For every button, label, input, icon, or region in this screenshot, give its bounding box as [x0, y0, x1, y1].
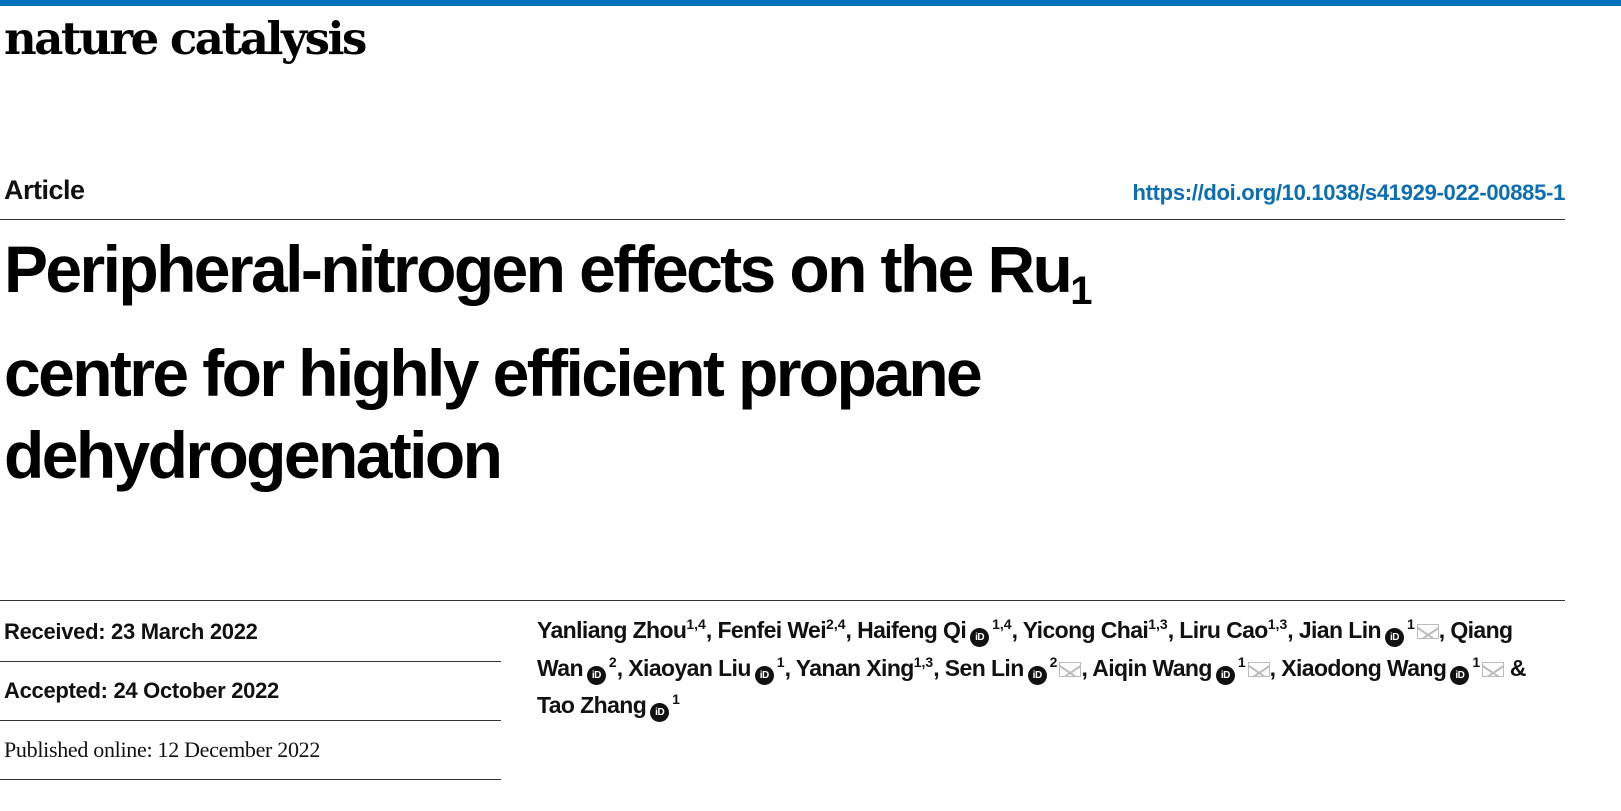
affiliation-marker[interactable]: 2,4 — [826, 616, 846, 632]
author: Fenfei Wei2,4, — [717, 617, 857, 643]
affiliation-marker[interactable]: 1,3 — [1267, 616, 1288, 632]
author: Xiaoyan Liu iD1, — [628, 653, 796, 685]
affiliation-marker[interactable]: 1 — [776, 653, 785, 670]
orcid-icon[interactable]: iD — [1384, 628, 1404, 647]
mail-icon[interactable] — [1482, 661, 1505, 677]
affiliation-marker[interactable]: 1 — [1406, 616, 1415, 632]
orcid-icon[interactable]: iD — [754, 665, 774, 685]
orcid-icon[interactable]: iD — [586, 665, 606, 685]
orcid-icon[interactable]: iD — [1027, 665, 1047, 685]
affiliation-marker[interactable]: 2 — [608, 653, 617, 670]
author: Sen Lin iD2, — [944, 653, 1093, 685]
affiliation-marker[interactable]: 1 — [672, 691, 680, 707]
author-name[interactable]: Aiqin Wang — [1092, 654, 1212, 681]
author-name[interactable]: Liru Cao — [1179, 617, 1268, 643]
author: Aiqin Wang iD1, — [1092, 653, 1282, 685]
author-name[interactable]: Qiang Wan — [537, 617, 1513, 681]
author-name[interactable]: Sen Lin — [944, 654, 1024, 681]
author: Yanliang Zhou1,4, — [537, 617, 717, 643]
author-name[interactable]: Yicong Chai — [1022, 617, 1149, 643]
author-separator: , — [1081, 654, 1093, 681]
author: Liru Cao1,3, — [1179, 617, 1299, 643]
author: Yanan Xing1,3, — [796, 655, 945, 681]
author-name[interactable]: Yanliang Zhou — [537, 617, 687, 643]
affiliation-marker[interactable]: 1,4 — [992, 616, 1012, 632]
affiliation-marker[interactable]: 1,3 — [1148, 616, 1168, 632]
mail-icon[interactable] — [1059, 661, 1082, 677]
affiliation-marker[interactable]: 1,4 — [686, 616, 706, 632]
author: Yicong Chai1,3, — [1023, 617, 1180, 643]
author-list: Yanliang Zhou1,4, Fenfei Wei2,4, Haifeng… — [537, 612, 1537, 725]
title-line-2: centre for highly efficient propane — [4, 336, 983, 410]
author-separator: , — [616, 654, 629, 681]
affiliation-marker[interactable]: 1,3 — [913, 653, 934, 670]
published-date: Published online: 12 December 2022 — [0, 721, 501, 780]
author-separator: , — [1287, 617, 1299, 643]
author-separator: , — [933, 654, 945, 681]
mail-icon[interactable] — [1247, 661, 1270, 677]
author-separator: & — [1504, 654, 1527, 681]
orcid-icon[interactable]: iD — [1215, 665, 1235, 685]
author-separator: , — [705, 617, 718, 643]
journal-logo[interactable]: nature catalysis — [4, 12, 367, 65]
author-separator: , — [1438, 617, 1451, 643]
author-separator: , — [1269, 654, 1282, 681]
received-date: Received: 23 March 2022 — [0, 603, 501, 662]
authors-divider — [0, 600, 1565, 601]
author: Haifeng Qi iD1,4, — [857, 616, 1023, 647]
author: Jian Lin iD1, — [1298, 616, 1451, 647]
affiliation-marker[interactable]: 1 — [1237, 653, 1246, 670]
article-dates: Received: 23 March 2022 Accepted: 24 Oct… — [0, 603, 501, 780]
author: Qiang Wan iD2, — [537, 617, 1513, 685]
author-name[interactable]: Jian Lin — [1298, 617, 1382, 643]
article-title: Peripheral-nitrogen effects on the Ru1 ce… — [4, 228, 1093, 496]
affiliation-marker[interactable]: 1 — [1472, 653, 1481, 670]
orcid-icon[interactable]: iD — [650, 703, 670, 722]
author-name[interactable]: Xiaodong Wang — [1281, 654, 1447, 681]
author: Tao Zhang iD1 — [537, 691, 680, 722]
author-name[interactable]: Fenfei Wei — [717, 617, 827, 643]
orcid-icon[interactable]: iD — [970, 628, 990, 647]
author-separator: , — [845, 617, 858, 643]
accepted-date: Accepted: 24 October 2022 — [0, 662, 501, 721]
orcid-icon[interactable]: iD — [1450, 665, 1470, 685]
author-name[interactable]: Tao Zhang — [537, 692, 647, 718]
header-divider — [0, 219, 1565, 220]
affiliation-marker[interactable]: 2 — [1049, 653, 1058, 670]
author-separator: , — [784, 654, 796, 681]
mail-icon[interactable] — [1416, 624, 1439, 639]
journal-accent-bar — [0, 0, 1621, 6]
article-type: Article — [4, 175, 85, 205]
doi-link[interactable]: https://doi.org/10.1038/s41929-022-00885… — [1132, 180, 1565, 205]
title-subscript: 1 — [1070, 269, 1093, 313]
author-separator: , — [1167, 617, 1180, 643]
author-name[interactable]: Haifeng Qi — [857, 617, 967, 643]
title-line-1: Peripheral-nitrogen effects on the Ru — [4, 232, 1073, 306]
author-name[interactable]: Yanan Xing — [795, 654, 915, 681]
title-line-3: dehydrogenation — [4, 418, 503, 492]
author-name[interactable]: Xiaoyan Liu — [628, 654, 751, 681]
author-separator: , — [1011, 617, 1023, 643]
author: Xiaodong Wang iD1 & — [1281, 653, 1527, 685]
